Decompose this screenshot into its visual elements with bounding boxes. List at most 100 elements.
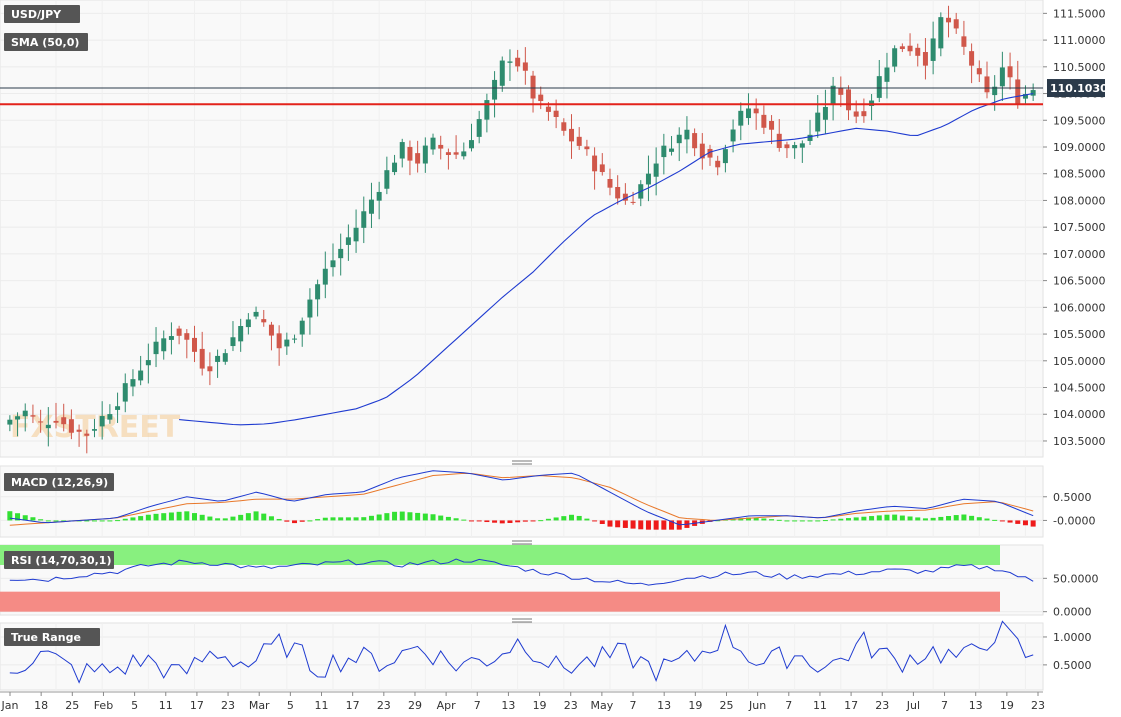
candle bbox=[276, 325, 282, 366]
macd-histogram-bar bbox=[938, 516, 944, 521]
candle bbox=[784, 141, 790, 159]
macd-histogram-bar bbox=[338, 517, 344, 521]
macd-histogram-bar bbox=[130, 517, 136, 521]
macd-histogram-bar bbox=[999, 520, 1005, 522]
candle bbox=[961, 20, 967, 55]
macd-histogram-bar bbox=[476, 520, 482, 522]
price-y-tick-label: 105.5000 bbox=[1053, 328, 1106, 341]
candle-body bbox=[1007, 66, 1013, 78]
x-tick-label: Jun bbox=[748, 699, 766, 712]
macd-histogram-bar bbox=[184, 511, 190, 521]
candle-body bbox=[468, 140, 474, 149]
macd-histogram-bar bbox=[1022, 520, 1028, 526]
candle-body bbox=[538, 94, 544, 102]
true-range-indicator-label: True Range bbox=[11, 631, 81, 644]
candle-body bbox=[792, 145, 798, 149]
candle-body bbox=[815, 112, 821, 132]
candle-body bbox=[338, 248, 344, 259]
candle-body bbox=[946, 17, 952, 23]
macd-histogram-bar bbox=[799, 520, 805, 522]
macd-indicator-label-tag-bg bbox=[4, 473, 114, 491]
candle bbox=[530, 70, 536, 113]
macd-histogram-bar bbox=[168, 512, 174, 521]
macd-signal-line bbox=[9, 472, 1034, 526]
candle bbox=[845, 85, 851, 121]
macd-histogram-bar bbox=[161, 513, 167, 521]
macd-panel: 0.5000 -0.0000 MACD (12,26,9) bbox=[0, 465, 1095, 538]
macd-histogram-bar bbox=[899, 515, 905, 521]
macd-histogram-bar bbox=[253, 511, 259, 521]
panel-resize-handles[interactable] bbox=[512, 460, 532, 623]
x-tick-label: 23 bbox=[377, 699, 391, 712]
candle-body bbox=[192, 337, 198, 352]
macd-histogram-bar bbox=[230, 516, 236, 521]
x-tick-label: 13 bbox=[969, 699, 983, 712]
candle-body bbox=[715, 160, 721, 168]
candle bbox=[892, 45, 898, 73]
candle bbox=[168, 322, 174, 355]
macd-histogram-bar bbox=[392, 511, 398, 521]
candle bbox=[730, 119, 736, 153]
candle bbox=[176, 325, 182, 345]
macd-histogram-bar bbox=[1015, 520, 1021, 524]
macd-y-tick-label: -0.0000 bbox=[1053, 514, 1095, 527]
candle-body bbox=[745, 108, 751, 119]
candle-body bbox=[430, 137, 436, 150]
candle bbox=[699, 133, 705, 170]
x-tick-label: 7 bbox=[630, 699, 637, 712]
candle-body bbox=[84, 433, 90, 436]
candle bbox=[245, 313, 251, 335]
candle-body bbox=[607, 178, 613, 188]
candle-body bbox=[830, 85, 836, 106]
macd-histogram-bar bbox=[145, 514, 151, 521]
x-tick-label: Feb bbox=[94, 699, 113, 712]
symbol-label: USD/JPY bbox=[11, 8, 62, 21]
candle bbox=[199, 331, 205, 376]
macd-histogram-bar bbox=[792, 520, 798, 522]
candle bbox=[107, 404, 113, 424]
candle-body bbox=[584, 146, 590, 150]
macd-histogram-bar bbox=[576, 515, 582, 521]
candle-body bbox=[45, 424, 51, 429]
candle-body bbox=[876, 76, 882, 98]
candle-body bbox=[61, 417, 67, 425]
macd-histogram-bar bbox=[192, 513, 198, 521]
x-tick-label: 17 bbox=[190, 699, 204, 712]
candle bbox=[1015, 60, 1021, 109]
macd-histogram-bar bbox=[368, 515, 374, 521]
x-tick-label: 5 bbox=[131, 699, 138, 712]
candle-body bbox=[138, 370, 144, 381]
candle-body bbox=[799, 143, 805, 148]
candle-body bbox=[315, 284, 321, 300]
candle-body bbox=[899, 46, 905, 50]
candle-body bbox=[299, 320, 305, 335]
candle bbox=[253, 306, 259, 320]
candle-body bbox=[7, 419, 13, 425]
candle bbox=[53, 402, 59, 429]
candle-body bbox=[245, 319, 251, 328]
macd-histogram-bar bbox=[445, 516, 451, 521]
macd-histogram-bar bbox=[99, 520, 105, 522]
candle-body bbox=[838, 88, 844, 95]
candle-body bbox=[930, 38, 936, 61]
macd-histogram-bar bbox=[107, 520, 113, 522]
macd-histogram-bar bbox=[484, 520, 490, 523]
candle bbox=[522, 47, 528, 85]
candle-body bbox=[461, 151, 467, 157]
candle-body bbox=[376, 191, 382, 201]
candle bbox=[15, 412, 21, 437]
candle-body bbox=[753, 108, 759, 114]
candle-body bbox=[53, 420, 59, 423]
x-tick-label: 13 bbox=[657, 699, 671, 712]
candle-body bbox=[330, 260, 336, 268]
candle-body bbox=[615, 187, 621, 199]
candle-body bbox=[1030, 90, 1036, 96]
candle bbox=[822, 89, 828, 134]
macd-histogram-bar bbox=[992, 519, 998, 521]
candle-body bbox=[361, 211, 367, 228]
macd-histogram-bar bbox=[399, 511, 405, 521]
candle bbox=[838, 76, 844, 107]
candle-body bbox=[707, 148, 713, 158]
macd-histogram-bar bbox=[553, 517, 559, 521]
macd-histogram-bar bbox=[322, 517, 328, 521]
